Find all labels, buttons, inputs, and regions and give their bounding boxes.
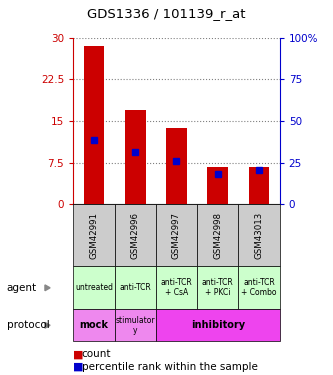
Bar — [207, 166, 228, 204]
Text: GSM42998: GSM42998 — [213, 212, 222, 259]
Bar — [125, 110, 146, 204]
Text: anti-TCR
+ PKCi: anti-TCR + PKCi — [202, 279, 234, 297]
Text: count: count — [82, 350, 111, 359]
Text: inhibitory: inhibitory — [191, 320, 245, 330]
Bar — [84, 46, 104, 204]
Text: GSM43013: GSM43013 — [254, 211, 264, 259]
Text: agent: agent — [7, 283, 37, 293]
Text: GSM42996: GSM42996 — [131, 212, 140, 259]
Text: mock: mock — [79, 320, 109, 330]
Text: anti-TCR
+ CsA: anti-TCR + CsA — [161, 279, 192, 297]
Bar — [249, 166, 269, 204]
Text: GSM42997: GSM42997 — [172, 212, 181, 259]
Text: untreated: untreated — [75, 284, 113, 292]
Text: protocol: protocol — [7, 320, 49, 330]
Text: stimulator
y: stimulator y — [116, 316, 155, 335]
Text: percentile rank within the sample: percentile rank within the sample — [82, 362, 257, 372]
Bar — [166, 128, 187, 204]
Text: anti-TCR: anti-TCR — [119, 284, 151, 292]
Text: ■: ■ — [73, 350, 84, 359]
Text: GSM42991: GSM42991 — [89, 212, 99, 259]
Text: anti-TCR
+ Combo: anti-TCR + Combo — [241, 279, 277, 297]
Text: GDS1336 / 101139_r_at: GDS1336 / 101139_r_at — [87, 7, 246, 20]
Text: ■: ■ — [73, 362, 84, 372]
